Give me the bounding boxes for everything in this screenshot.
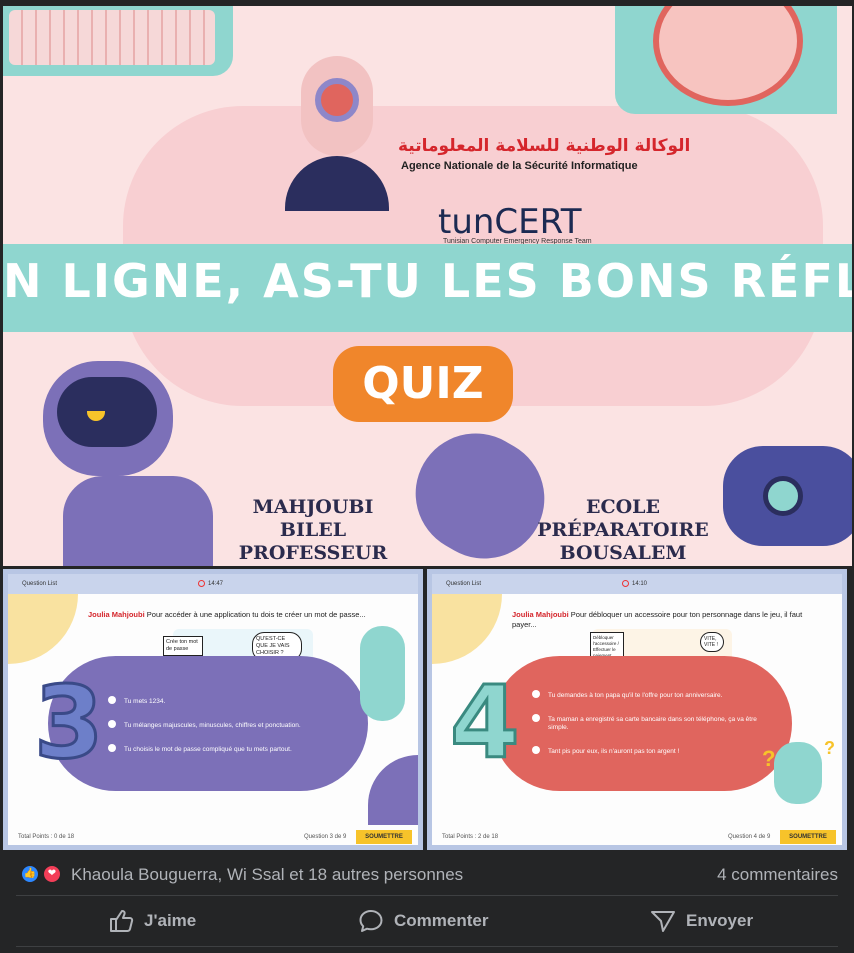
divider [16, 895, 838, 896]
yellow-corner [8, 594, 78, 664]
answer-option[interactable]: Tu mélanges majuscules, minuscules, chif… [108, 720, 301, 729]
speech-bubble-left: Crée ton mot de passe [163, 636, 203, 656]
school-block: ECOLE PRÉPARATOIRE BOUSALEM [533, 496, 713, 565]
comment-count[interactable]: 4 commentaires [717, 865, 838, 884]
share-label: Envoyer [686, 911, 754, 930]
headline: N LIGNE, AS-TU LES BONS RÉFLEXES [3, 254, 852, 308]
school-line-2: PRÉPARATOIRE [537, 519, 709, 541]
question-counter: Question 4 de 9 [728, 834, 771, 840]
student-name: Joulia Mahjoubi [512, 610, 569, 619]
question: Pour débloquer un accessoire pour ton pe… [512, 610, 803, 629]
send-icon [651, 911, 675, 932]
timer: 14:47 [208, 581, 224, 587]
question-number: 4 [449, 663, 522, 783]
question-mark-icon: ? [762, 746, 776, 771]
clock-icon [622, 580, 629, 587]
school-line-3: BOUSALEM [559, 542, 687, 564]
comment-label: Commenter [394, 911, 489, 930]
answer-option[interactable]: Tu demandes à ton papa qu'il te l'offre … [532, 690, 792, 699]
answer-blob [48, 656, 368, 791]
author-block: MAHJOUBI BILEL PROFESSEUR D'INFORMATIQUE [223, 496, 423, 566]
total-points: Total Points : 2 de 18 [442, 834, 499, 840]
robot-mascot-icon [360, 626, 405, 721]
agency-french-name: Agence Nationale de la Sécurité Informat… [401, 160, 638, 172]
tuncert-subtitle: Tunisian Computer Emergency Response Tea… [443, 238, 592, 245]
speech-bubble-right: VITE, VITE ! [700, 632, 724, 652]
question-counter: Question 3 de 9 [304, 834, 347, 840]
yellow-corner [432, 594, 502, 664]
like-label: J'aime [144, 911, 197, 930]
quiz-panel-3[interactable]: Question List 14:47 Joulia Mahjoubi Pour… [3, 569, 423, 850]
school-line-1: ECOLE [586, 496, 660, 518]
question: Pour accéder à une application tu dois t… [146, 610, 366, 619]
answer-option[interactable]: Tu mets 1234. [108, 696, 165, 705]
question-list-label[interactable]: Question List [22, 581, 58, 587]
fan-illustration [615, 6, 837, 114]
question-text: Joulia Mahjoubi Pour accéder à une appli… [88, 610, 388, 620]
panel-footer: Total Points : 0 de 18 Question 3 de 9 S… [8, 827, 418, 845]
quiz-panel-4[interactable]: Question List 14:10 Joulia Mahjoubi Pour… [427, 569, 847, 850]
panel-footer: Total Points : 2 de 18 Question 4 de 9 S… [432, 827, 842, 845]
answer-option[interactable]: Ta maman a enregistré sa carte bancaire … [532, 714, 777, 732]
webcam-illustration [301, 56, 373, 156]
author-title: PROFESSEUR [238, 542, 388, 564]
submit-button[interactable]: SOUMETTRE [780, 830, 836, 844]
reaction-names[interactable]: Khaoula Bouguerra, Wi Ssal et 18 autres … [71, 865, 464, 884]
tuncert-logo: tunCERT [438, 202, 582, 242]
keyboard-illustration [3, 6, 233, 76]
question-number: 3 [33, 663, 106, 783]
answer-option[interactable]: Tu choisis le mot de passe compliqué que… [108, 744, 292, 753]
divider [16, 946, 838, 947]
share-button[interactable]: Envoyer [650, 906, 753, 936]
total-points: Total Points : 0 de 18 [18, 834, 75, 840]
headline-stripe [3, 244, 852, 332]
robot-illustration [43, 361, 173, 476]
corner-wave [368, 755, 418, 825]
thumbs-up-icon [110, 910, 134, 932]
question-mark-icon: ? [824, 738, 835, 758]
post-footer [0, 853, 854, 953]
student-name: Joulia Mahjoubi [88, 610, 145, 619]
author-name: MAHJOUBI BILEL [252, 496, 374, 541]
agency-arabic-name: الوكالة الوطنية للسلامة المعلوماتية [398, 136, 691, 156]
question-text: Joulia Mahjoubi Pour débloquer un access… [512, 610, 812, 630]
comment-button[interactable]: Commenter [358, 906, 488, 936]
quiz-badge: QUIZ [333, 346, 513, 422]
submit-button[interactable]: SOUMETTRE [356, 830, 412, 844]
answer-blob [492, 656, 792, 791]
panel-header: Question List 14:10 [432, 574, 842, 594]
clock-icon [198, 580, 205, 587]
love-reaction-icon: ❤ [42, 864, 62, 884]
like-reaction-icon: 👍 [20, 864, 40, 884]
robot-mascot-icon [774, 742, 822, 804]
author-subject: D'INFORMATIQUE [223, 565, 423, 566]
timer: 14:10 [632, 581, 648, 587]
robot-body [63, 476, 213, 566]
like-button[interactable]: J'aime [108, 906, 196, 936]
question-list-label[interactable]: Question List [446, 581, 482, 587]
comment-bubble-icon [359, 910, 383, 932]
quiz-banner-image[interactable]: الوكالة الوطنية للسلامة المعلوماتية Agen… [3, 6, 852, 566]
camera-illustration [723, 446, 852, 546]
answer-option[interactable]: Tant pis pour eux, ils n'auront pas ton … [532, 746, 792, 755]
panel-header: Question List 14:47 [8, 574, 418, 594]
